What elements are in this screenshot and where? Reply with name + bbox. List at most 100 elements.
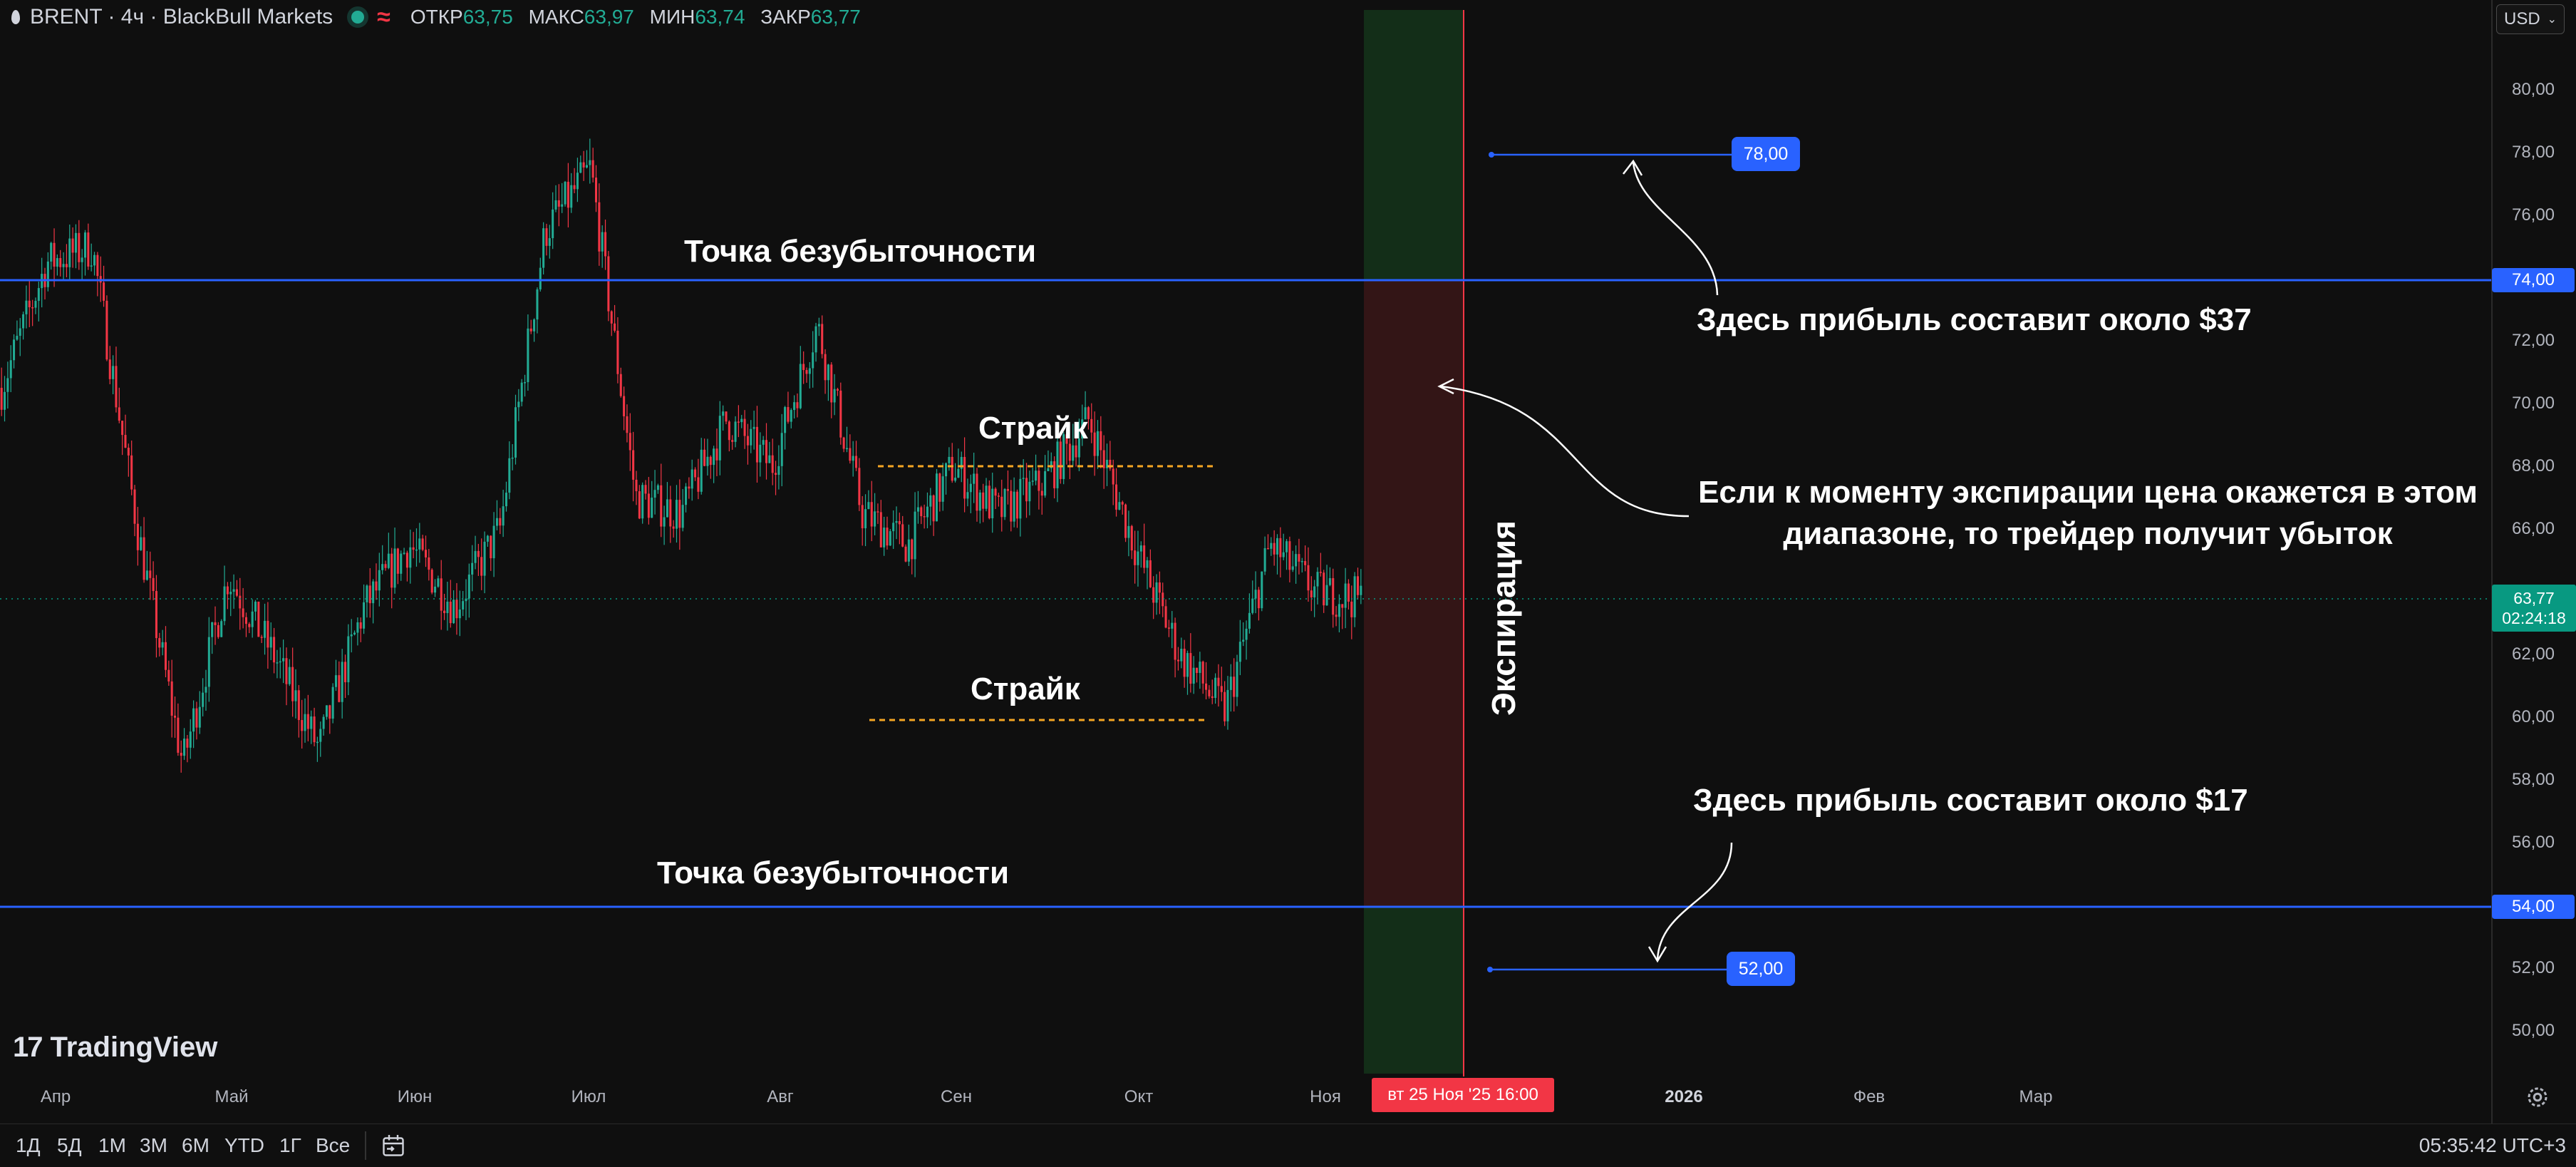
target-badge-upper[interactable]: 78,00 — [1732, 137, 1800, 171]
candle-body — [1015, 491, 1019, 519]
candle-body — [372, 581, 375, 604]
candle-body — [291, 667, 294, 701]
candle-body — [418, 538, 421, 550]
candle-body — [1300, 560, 1303, 562]
profit-lower-annotation[interactable]: Здесь прибыль составит около $17 — [1693, 783, 2248, 818]
candle-body — [938, 473, 941, 502]
candle-body — [1201, 662, 1204, 684]
candle-body — [62, 264, 65, 267]
candle-body — [849, 448, 852, 461]
range-1m[interactable]: 1М — [98, 1134, 126, 1156]
candle-body — [474, 550, 477, 563]
candle-body — [557, 200, 560, 207]
candle-body — [542, 228, 545, 268]
candle-body — [143, 537, 145, 580]
candle-body — [366, 585, 368, 602]
breakeven-lower-badge[interactable]: 54,00 — [2492, 895, 2575, 919]
candle-body — [1270, 543, 1273, 549]
candle-body — [765, 440, 768, 463]
candle-body — [718, 416, 721, 461]
candle-body — [452, 600, 455, 624]
candle-body — [1096, 431, 1099, 456]
strike-upper-annotation[interactable]: Страйк — [978, 411, 1088, 446]
breakeven-upper-badge[interactable]: 74,00 — [2492, 268, 2575, 292]
candle-body — [322, 716, 325, 729]
candle-body — [1081, 419, 1084, 439]
candle-body — [1189, 653, 1192, 684]
candle-body — [434, 586, 437, 593]
profit-upper-annotation[interactable]: Здесь прибыль составит около $37 — [1697, 302, 2252, 337]
candle-body — [722, 411, 725, 416]
candle-body — [945, 463, 948, 477]
candle-body — [892, 523, 895, 532]
candle-body — [1031, 480, 1034, 482]
candle-body — [1164, 606, 1167, 628]
wave-icon[interactable]: ≈ — [377, 3, 390, 31]
candle-body — [824, 354, 827, 381]
candle-body — [759, 444, 762, 463]
candle-body — [960, 456, 963, 469]
candle-body — [37, 288, 40, 302]
candle-body — [1010, 490, 1013, 522]
candle-body — [1323, 572, 1325, 606]
symbol-title[interactable]: BRENT · 4ч · BlackBull Markets — [30, 5, 333, 29]
calendar-range-icon[interactable] — [379, 1133, 408, 1158]
range-6m[interactable]: 6М — [182, 1134, 210, 1156]
candle-body — [285, 658, 288, 684]
expiration-annotation[interactable]: Экспирация — [1485, 520, 1522, 716]
candle-body — [787, 407, 790, 422]
target-badge-lower[interactable]: 52,00 — [1727, 952, 1795, 986]
range-1y[interactable]: 1Г — [279, 1134, 301, 1156]
candle-body — [105, 300, 108, 360]
loss-zone-annotation[interactable]: Если к моменту экспирации цена окажется … — [1698, 475, 2478, 551]
candle-body — [46, 261, 49, 287]
candle-body — [458, 609, 461, 619]
time-cursor-label: вт 25 Ноя '25 16:00 — [1372, 1078, 1554, 1112]
candle-body — [384, 564, 387, 568]
candle-body — [614, 323, 616, 331]
candle-body — [220, 621, 223, 637]
candle-body — [359, 622, 362, 629]
breakeven-lower-annotation[interactable]: Точка безубыточности — [657, 855, 1010, 890]
range-all[interactable]: Все — [316, 1134, 351, 1156]
session-clock[interactable]: 05:35:42 UTC+3 — [2419, 1134, 2566, 1156]
price-tick: 78,00 — [2511, 143, 2555, 162]
price-tick: 80,00 — [2511, 80, 2555, 99]
candle-body — [387, 553, 390, 568]
candle-body — [954, 478, 957, 481]
candle-body — [477, 550, 480, 557]
candle-body — [694, 469, 697, 478]
price-tick: 60,00 — [2511, 707, 2555, 726]
candle-body — [9, 360, 12, 379]
candle-body — [1248, 612, 1251, 629]
breakeven-upper-annotation[interactable]: Точка безубыточности — [684, 234, 1037, 269]
candle-body — [297, 690, 300, 721]
currency-selector[interactable]: USD ⌄ — [2496, 4, 2565, 34]
market-open-icon[interactable] — [351, 11, 365, 24]
range-5d[interactable]: 5Д — [57, 1134, 82, 1156]
candle-body — [1192, 667, 1195, 684]
candle-body — [1053, 461, 1056, 488]
candle-body — [1347, 583, 1350, 602]
candle-body — [118, 407, 120, 421]
range-1d[interactable]: 1Д — [16, 1134, 41, 1156]
candle-body — [304, 714, 306, 731]
candle-body — [653, 490, 656, 498]
candle-body — [1282, 552, 1285, 557]
candle-body — [412, 547, 415, 550]
range-ytd[interactable]: YTD — [224, 1134, 264, 1156]
tradingview-logo[interactable]: 17 TradingView — [13, 1032, 217, 1064]
candle-body — [1105, 460, 1109, 468]
candle-body — [988, 485, 990, 519]
candle-body — [1068, 443, 1071, 461]
candle-body — [626, 416, 629, 433]
range-3m[interactable]: 3М — [140, 1134, 167, 1156]
candle-body — [1186, 653, 1189, 677]
strike-lower-annotation[interactable]: Страйк — [971, 672, 1080, 706]
candle-body — [1319, 572, 1322, 573]
candle-body — [750, 428, 752, 446]
gear-icon[interactable] — [2525, 1084, 2550, 1110]
candle-body — [189, 731, 192, 748]
candle-body — [725, 411, 728, 422]
